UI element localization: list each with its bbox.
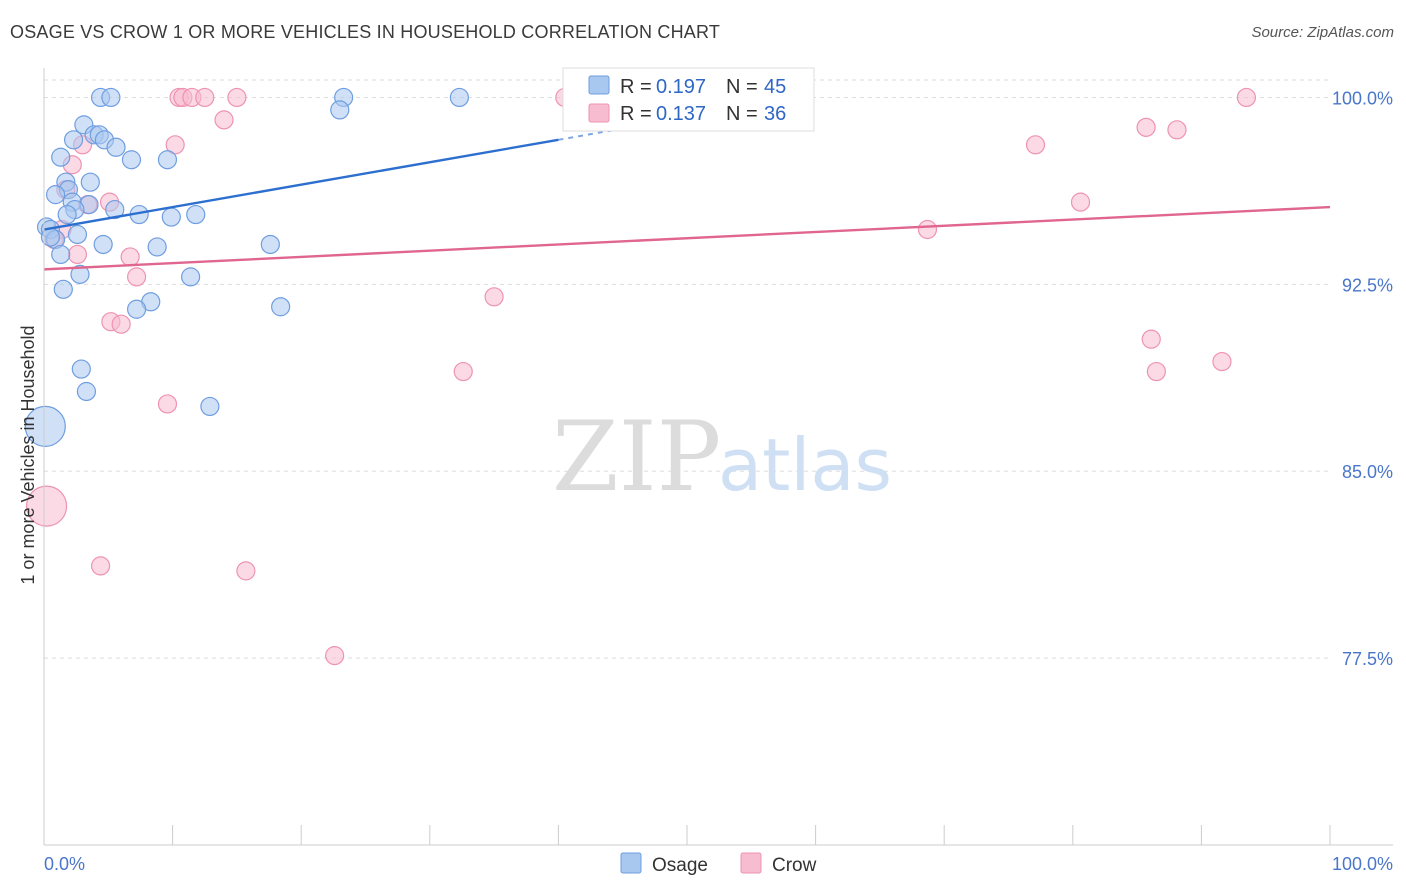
crow-point-12 bbox=[165, 135, 185, 155]
legend-swatch-crow bbox=[588, 103, 610, 123]
osage-point-35 bbox=[181, 267, 201, 287]
osage-point-38 bbox=[126, 299, 147, 319]
y-tick-label: 100.0% bbox=[1332, 88, 1393, 108]
bottom-legend-swatch-osage bbox=[620, 852, 642, 874]
crow-point-29 bbox=[1212, 351, 1232, 372]
series-osage bbox=[24, 87, 469, 447]
axes bbox=[43, 68, 1393, 846]
legend-r-value-osage: 0.197 bbox=[656, 76, 706, 98]
source-label: Source: ZipAtlas.com bbox=[1251, 24, 1394, 41]
crow-point-20 bbox=[917, 219, 938, 240]
osage-point-3 bbox=[449, 87, 469, 108]
osage-point-8 bbox=[63, 130, 84, 150]
crow-point-17 bbox=[1070, 192, 1091, 212]
crow-point-34 bbox=[90, 556, 111, 576]
crow-point-33 bbox=[25, 485, 68, 527]
legend-box: R = 0.197 N = 45 R = 0.137 N = 36 bbox=[562, 67, 815, 132]
crow-point-27 bbox=[111, 314, 131, 334]
crow-point-25 bbox=[484, 287, 504, 307]
crow-point-extra bbox=[325, 646, 345, 666]
crow-point-3 bbox=[195, 87, 215, 108]
osage-point-30 bbox=[93, 234, 113, 255]
watermark-zip: ZIP bbox=[552, 401, 721, 513]
osage-point-11 bbox=[51, 147, 71, 167]
osage-point-32 bbox=[147, 237, 167, 257]
osage-point-1 bbox=[101, 87, 121, 108]
y-tick-label: 92.5% bbox=[1342, 275, 1393, 295]
osage-point-13 bbox=[157, 150, 178, 170]
crow-point-24 bbox=[126, 267, 147, 287]
osage-point-39 bbox=[271, 297, 291, 317]
osage-point-21 bbox=[105, 199, 125, 220]
y-tick-labels: 100.0% 92.5% 85.0% 77.5% bbox=[1332, 88, 1393, 669]
osage-point-25 bbox=[161, 207, 181, 227]
bottom-legend-label-osage: Osage bbox=[652, 855, 708, 876]
crow-point-32 bbox=[157, 394, 178, 414]
crow-point-31 bbox=[453, 361, 473, 382]
crow-point-9 bbox=[1136, 117, 1156, 137]
y-axis-label: 1 or more Vehicles in Household bbox=[18, 325, 38, 584]
crow-point-4 bbox=[227, 87, 247, 108]
osage-point-41 bbox=[76, 381, 97, 402]
crow-point-10 bbox=[1167, 120, 1187, 140]
osage-point-33 bbox=[51, 244, 71, 265]
y-tick-label: 85.0% bbox=[1342, 462, 1393, 482]
crow-point-22 bbox=[67, 244, 88, 265]
crow-point-28 bbox=[1141, 329, 1161, 349]
legend-n-label-crow: N = bbox=[726, 103, 758, 125]
crow-point-13 bbox=[1025, 135, 1046, 155]
osage-point-12 bbox=[121, 150, 142, 170]
crow-point-35 bbox=[236, 561, 256, 581]
trend-lines bbox=[43, 98, 1331, 271]
osage-point-15 bbox=[80, 172, 100, 192]
osage-point-4 bbox=[330, 100, 350, 120]
osage-point-43 bbox=[24, 405, 66, 447]
crow-trend-line bbox=[43, 205, 1331, 271]
osage-point-10 bbox=[106, 137, 126, 157]
crow-point-30 bbox=[1146, 361, 1166, 382]
series-crow bbox=[25, 87, 1257, 666]
osage-point-31 bbox=[260, 234, 280, 255]
crow-point-23 bbox=[120, 247, 140, 267]
legend-r-label-crow: R = bbox=[620, 103, 652, 125]
osage-point-17 bbox=[45, 185, 66, 205]
osage-point-34 bbox=[70, 264, 90, 284]
crow-point-8 bbox=[214, 110, 234, 130]
osage-point-28 bbox=[67, 224, 88, 245]
bottom-legend: Osage Crow bbox=[620, 852, 817, 876]
osage-point-36 bbox=[53, 279, 73, 299]
osage-point-24 bbox=[186, 204, 206, 225]
osage-point-42 bbox=[200, 396, 220, 417]
osage-point-22 bbox=[57, 204, 77, 225]
osage-point-40 bbox=[71, 359, 91, 379]
x-tick-label-max: 100.0% bbox=[1332, 854, 1393, 874]
chart-title: OSAGE VS CROW 1 OR MORE VEHICLES IN HOUS… bbox=[10, 22, 721, 42]
legend-r-value-crow: 0.137 bbox=[656, 103, 706, 125]
legend-n-value-crow: 36 bbox=[764, 103, 786, 125]
bottom-legend-swatch-crow bbox=[740, 852, 762, 874]
legend-n-value-osage: 45 bbox=[764, 76, 786, 98]
legend-r-label-osage: R = bbox=[620, 76, 652, 98]
x-tick-label-min: 0.0% bbox=[44, 854, 85, 874]
bottom-legend-label-crow: Crow bbox=[772, 855, 817, 876]
y-tick-label: 77.5% bbox=[1342, 649, 1393, 669]
watermark-atlas: atlas bbox=[718, 423, 892, 507]
crow-point-7 bbox=[1236, 87, 1257, 108]
osage-trend-line bbox=[43, 138, 559, 231]
legend-n-label-osage: N = bbox=[726, 76, 758, 98]
legend-swatch-osage bbox=[588, 75, 610, 95]
